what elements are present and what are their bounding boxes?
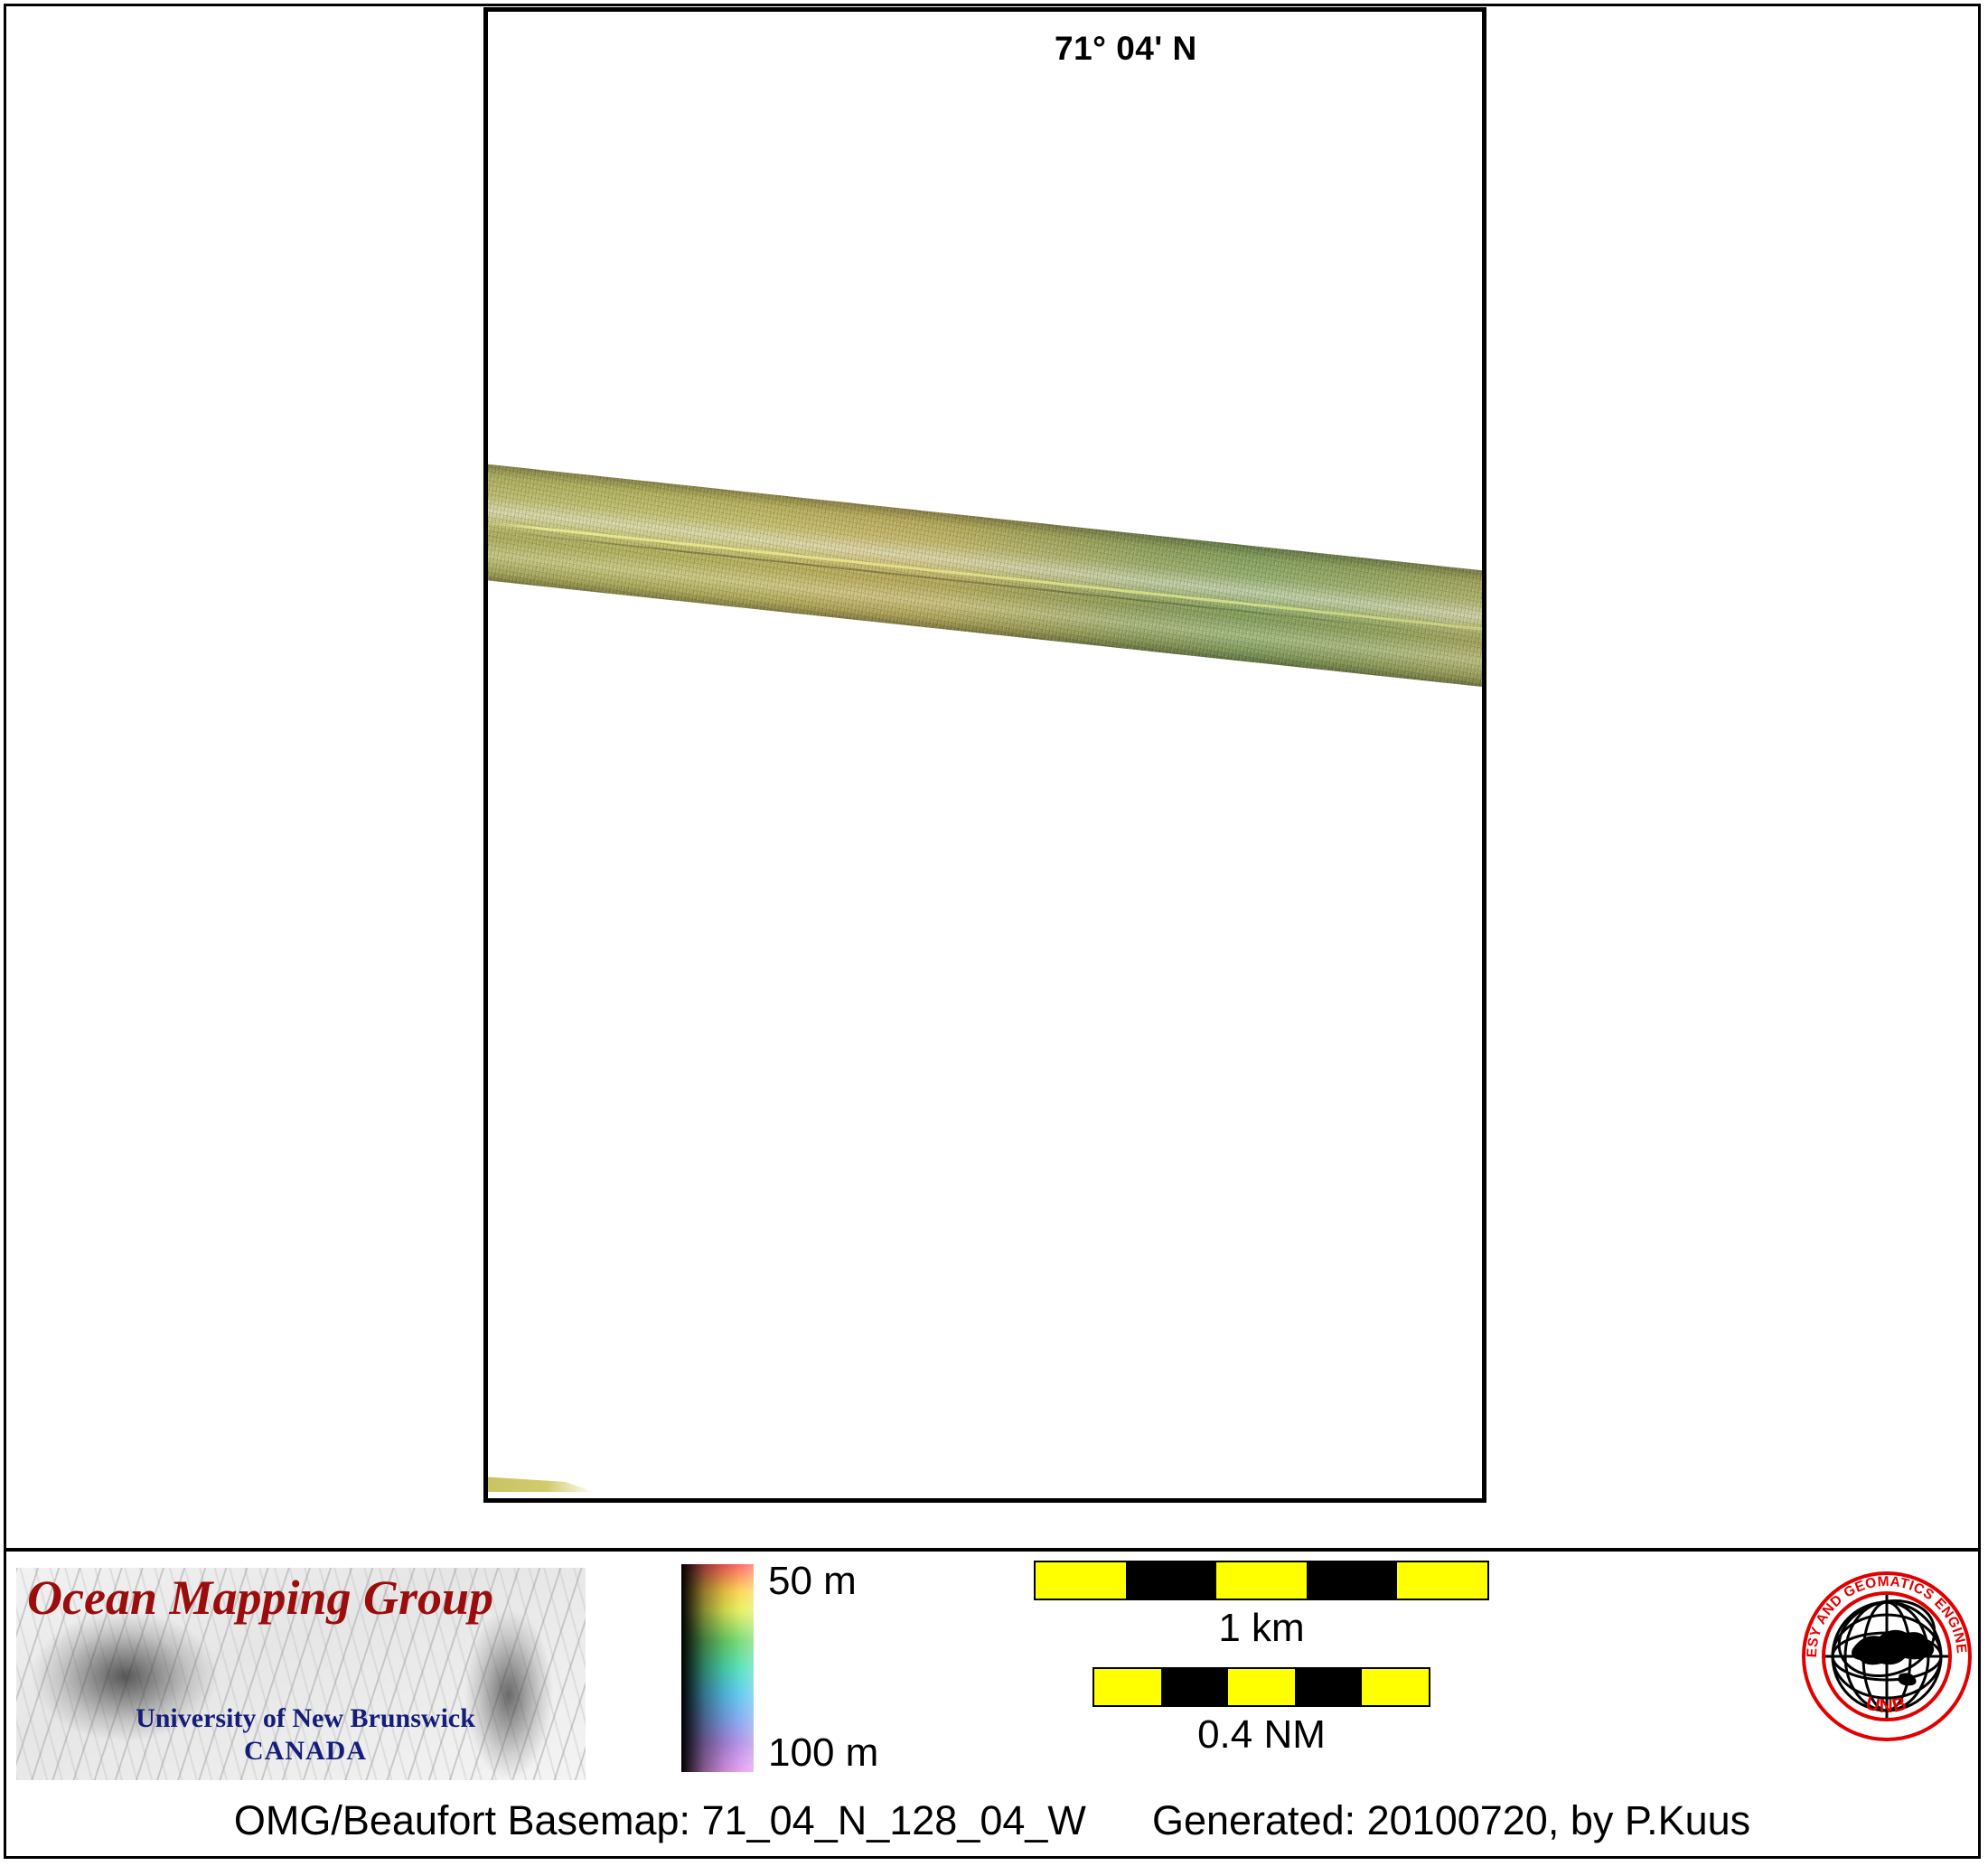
omg-country: CANADA [244,1736,367,1766]
scalebar-segment [1307,1562,1397,1599]
scalebar-segment [1126,1562,1216,1599]
legend-panel: Ocean Mapping Group University of New Br… [4,1552,1981,1859]
survey-swath [488,464,1482,688]
scalebar-segment [1362,1669,1429,1705]
bathymetry-layer [488,12,1482,1498]
caption-row: OMG/Beaufort Basemap: 71_04_N_128_04_W G… [4,1797,1981,1844]
omg-university: University of New Brunswick [136,1703,475,1733]
scalebar-segment [1094,1669,1161,1705]
scalebar-metric [1034,1561,1489,1600]
scalebar-group: 1 km 0.4 NM [1025,1561,1585,1786]
data-sliver [488,1477,595,1492]
unb-geodesy-crest-icon: GEODESY AND GEOMATICS ENGINEERING UNB [1798,1568,1975,1745]
depth-colorbar-group: 50 m 100 m [681,1559,916,1785]
scalebar-nautical [1092,1667,1430,1707]
scalebar-segment [1295,1669,1362,1705]
coord-label-top-left: 71° 04' N [1055,30,1197,67]
depth-colorbar [681,1564,754,1772]
scalebar-segment [1216,1562,1307,1599]
map-canvas[interactable]: 71° 04' N 128° 04' W 128° 00' W 71° 02' … [488,12,1482,1498]
logo-bathymetry-background [16,1568,586,1780]
colorbar-label-bottom: 100 m [768,1730,879,1775]
scalebar-segment [1161,1669,1228,1705]
scalebar-metric-label: 1 km [1218,1606,1305,1650]
crest-bottom-text: UNB [1863,1693,1908,1717]
scalebar-segment [1397,1562,1487,1599]
caption-basemap: OMG/Beaufort Basemap: 71_04_N_128_04_W [233,1797,1086,1843]
scalebar-segment [1036,1562,1126,1599]
scalebar-segment [1228,1669,1295,1705]
scalebar-nautical-label: 0.4 NM [1197,1712,1326,1757]
map-frame[interactable]: 71° 04' N 128° 04' W 128° 00' W 71° 02' … [483,7,1486,1503]
panel-divider [4,1548,1981,1552]
colorbar-label-top: 50 m [768,1559,857,1603]
omg-title: Ocean Mapping Group [27,1571,494,1625]
caption-generated: Generated: 20100720, by P.Kuus [1151,1797,1751,1843]
ocean-mapping-group-logo: Ocean Mapping Group University of New Br… [16,1568,586,1780]
svg-text:UNB: UNB [1863,1693,1910,1717]
